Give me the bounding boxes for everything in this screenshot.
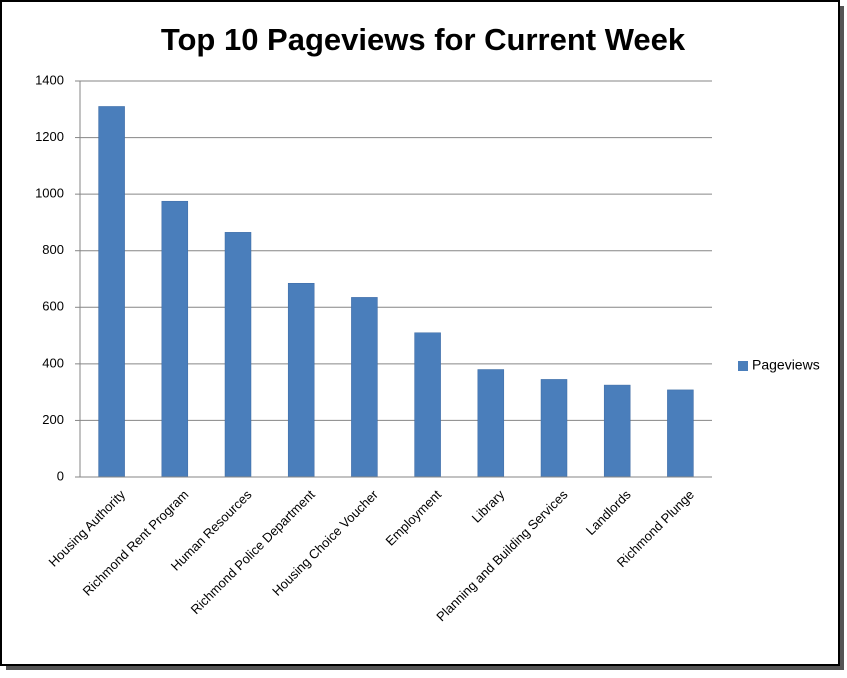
bar <box>225 232 251 477</box>
bar <box>351 297 377 477</box>
legend-swatch <box>738 361 748 371</box>
y-tick-label: 0 <box>57 468 64 483</box>
bar <box>99 106 125 477</box>
bar <box>604 385 630 477</box>
bar <box>415 333 441 477</box>
y-tick-label: 1200 <box>35 129 64 144</box>
bar <box>541 379 567 477</box>
y-tick-label: 1400 <box>35 72 64 87</box>
legend-label: Pageviews <box>752 357 820 373</box>
y-tick-label: 1000 <box>35 186 64 201</box>
bar <box>162 201 188 477</box>
y-tick-label: 800 <box>42 242 64 257</box>
y-tick-label: 600 <box>42 299 64 314</box>
y-tick-label: 400 <box>42 355 64 370</box>
chart-title: Top 10 Pageviews for Current Week <box>161 22 686 57</box>
bar <box>478 370 504 477</box>
bar <box>288 283 314 477</box>
y-tick-label: 200 <box>42 412 64 427</box>
chart: Top 10 Pageviews for Current Week 0 200 40… <box>0 0 847 673</box>
bar <box>667 390 693 477</box>
